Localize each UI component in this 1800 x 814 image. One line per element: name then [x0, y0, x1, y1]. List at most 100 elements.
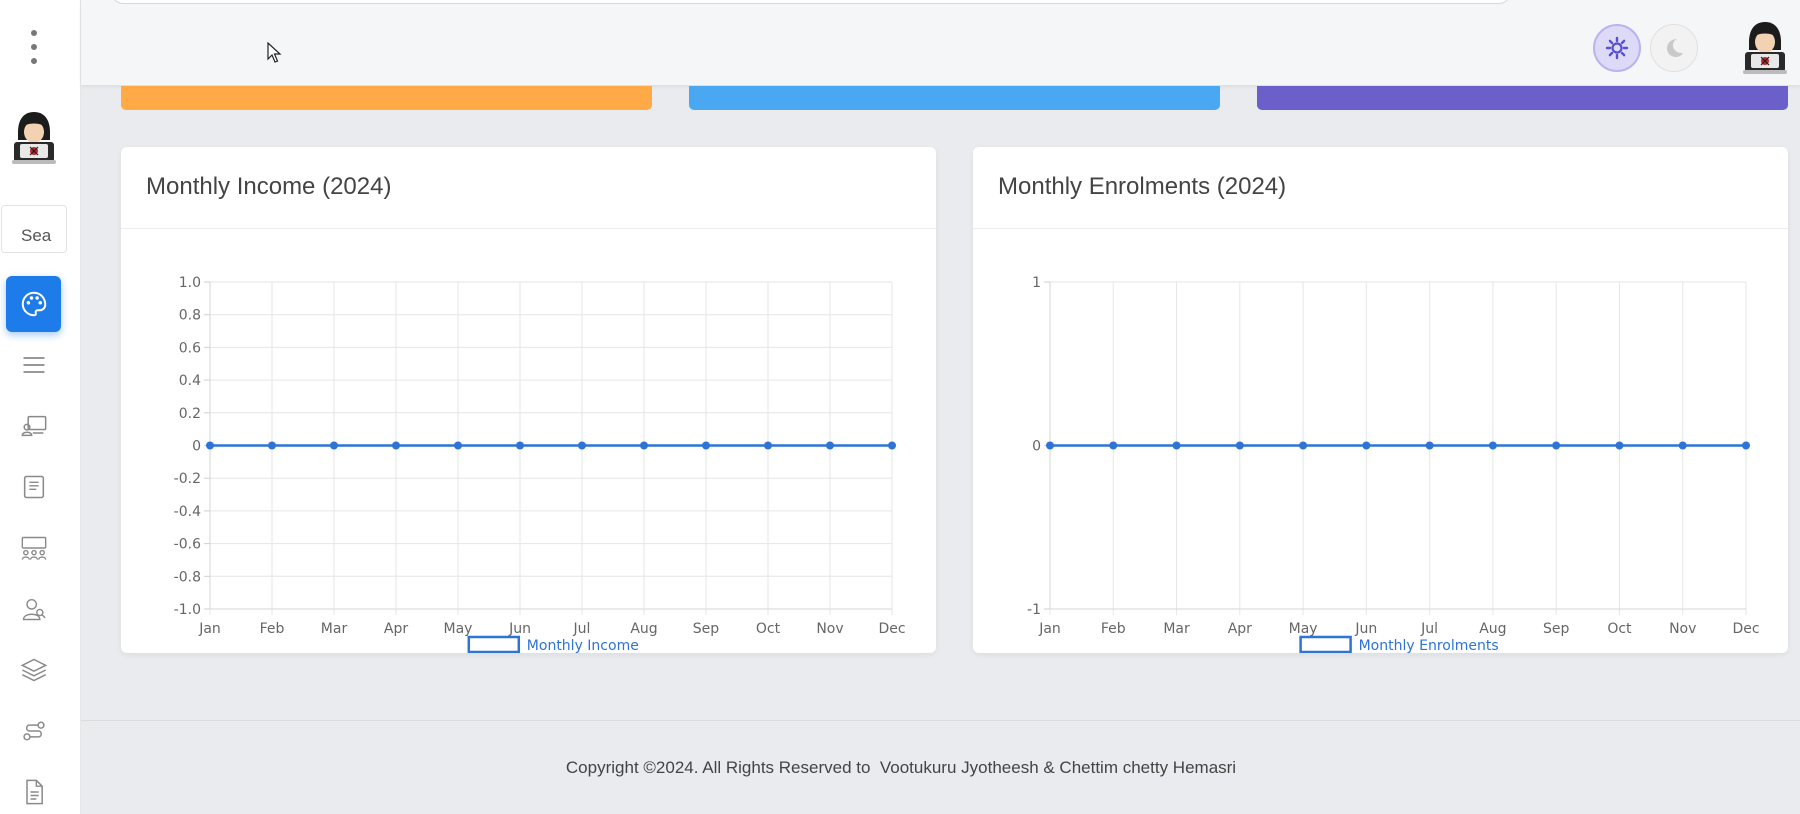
search-input[interactable] [1, 205, 67, 253]
x-tick-label: Jan [1038, 621, 1061, 637]
x-tick-label: Jul [573, 621, 591, 637]
x-tick-label: Jul [1420, 621, 1438, 637]
x-tick-label: Aug [1479, 621, 1506, 637]
x-tick-label: Dec [878, 621, 905, 637]
data-point [1615, 441, 1624, 450]
x-tick-label: Oct [756, 621, 781, 637]
data-point [1742, 441, 1750, 450]
x-tick-label: Apr [1228, 621, 1252, 637]
menu-lines-icon [23, 357, 45, 373]
data-point [640, 441, 648, 450]
data-point [826, 441, 834, 450]
route-icon [23, 721, 45, 741]
footer-copyright: Copyright ©2024. All Rights Reserved to … [565, 758, 1237, 777]
layers-icon [20, 658, 48, 682]
x-tick-label: Apr [384, 621, 408, 637]
user-avatar[interactable] [1741, 20, 1789, 76]
data-point [1425, 441, 1434, 450]
data-point [702, 441, 710, 450]
gear-sun-icon [1605, 36, 1629, 60]
data-point [454, 441, 462, 450]
data-point [392, 441, 400, 450]
x-tick-label: Nov [1669, 621, 1696, 637]
palette-icon [21, 291, 46, 317]
top-header [81, 0, 1800, 86]
data-point [1235, 441, 1244, 450]
monthly-income-card: Monthly Income (2024) 1.0 0.8 0.6 0.4 0.2 0 -0… [121, 147, 936, 653]
x-tick-label: Sep [1543, 621, 1570, 637]
data-point [1552, 441, 1561, 450]
legend-swatch [467, 635, 521, 653]
x-tick-label: Aug [630, 621, 657, 637]
x-tick-label: Feb [1101, 621, 1126, 637]
x-tick-label: Mar [321, 621, 348, 637]
monthly-enrolments-chart: 1 0 -1 Jan Feb Mar Apr May Jun Jul Aug Sep Oct Nov Dec… [1027, 275, 1760, 653]
data-point [888, 441, 896, 450]
data-point [330, 441, 338, 450]
y-tick-label: 0.8 [179, 308, 201, 324]
data-point [1109, 441, 1118, 450]
data-point [764, 441, 772, 450]
x-tick-label: Dec [1732, 621, 1759, 637]
sidebar-item-courses[interactable] [18, 410, 50, 442]
header-search-bar-edge [111, 0, 1511, 4]
y-tick-label: 0.6 [179, 340, 201, 356]
y-tick-label: -1 [1027, 602, 1041, 618]
sidebar-item-route[interactable] [18, 715, 50, 747]
y-tick-label: 0 [192, 439, 201, 455]
y-tick-label: -0.4 [174, 504, 201, 520]
y-tick-label: 0 [1032, 439, 1041, 455]
legend-swatch [1299, 635, 1352, 653]
data-point [1362, 441, 1371, 450]
document-icon [26, 779, 43, 805]
x-tick-label: Jan [198, 621, 221, 637]
x-tick-label: Jun [1354, 621, 1377, 637]
light-mode-button[interactable] [1593, 24, 1641, 72]
x-tick-label: Sep [693, 621, 720, 637]
sidebar-item-dashboard[interactable] [6, 276, 61, 332]
sidebar [0, 0, 81, 814]
data-point [1172, 441, 1181, 450]
stat-card-blue [689, 86, 1220, 110]
y-tick-label: 1.0 [179, 275, 201, 291]
moon-icon [1667, 39, 1683, 57]
sidebar-item-layers[interactable] [18, 654, 50, 686]
x-tick-label: Oct [1607, 621, 1632, 637]
y-tick-label: 1 [1032, 275, 1041, 291]
data-point [268, 441, 276, 450]
y-tick-label: 0.2 [179, 406, 201, 422]
data-point [206, 441, 214, 450]
y-tick-label: -1.0 [174, 602, 201, 618]
monthly-enrolments-card: Monthly Enrolments (2024) 1 0 -1 Jan Feb Mar A… [973, 147, 1788, 653]
monthly-income-title: Monthly Income (2024) [121, 147, 936, 229]
sidebar-item-documents[interactable] [18, 776, 50, 808]
sidebar-item-teachers[interactable] [18, 593, 50, 625]
y-tick-label: 0.4 [179, 373, 201, 389]
sidebar-item-students[interactable] [18, 532, 50, 564]
data-point [516, 441, 524, 450]
legend-label: Monthly Enrolments [1359, 638, 1499, 653]
monthly-income-chart: 1.0 0.8 0.6 0.4 0.2 0 -0.2 -0.4 -0.6 -0.8 -1.0 Jan F… [174, 275, 906, 653]
y-tick-label: -0.6 [174, 537, 201, 553]
data-point [1046, 441, 1054, 450]
y-tick-label: -0.8 [174, 569, 201, 585]
book-icon [23, 475, 45, 499]
monthly-enrolments-title: Monthly Enrolments (2024) [973, 147, 1788, 229]
y-tick-label: -0.2 [174, 471, 201, 487]
group-icon [21, 536, 47, 560]
x-tick-label: May [444, 621, 473, 637]
kebab-menu-icon[interactable] [26, 30, 42, 64]
dark-mode-button[interactable] [1650, 24, 1698, 72]
x-tick-label: Mar [1163, 621, 1190, 637]
data-point [1488, 441, 1497, 450]
data-point [578, 441, 586, 450]
sidebar-item-books[interactable] [18, 471, 50, 503]
sidebar-item-menu[interactable] [18, 349, 50, 381]
stat-card-purple [1257, 86, 1788, 110]
stat-card-orange [121, 86, 652, 110]
footer: Copyright ©2024. All Rights Reserved to … [81, 720, 1800, 814]
x-tick-label: Nov [816, 621, 843, 637]
x-tick-label: May [1289, 621, 1318, 637]
mouse-cursor-icon [267, 42, 282, 63]
data-point [1678, 441, 1687, 450]
